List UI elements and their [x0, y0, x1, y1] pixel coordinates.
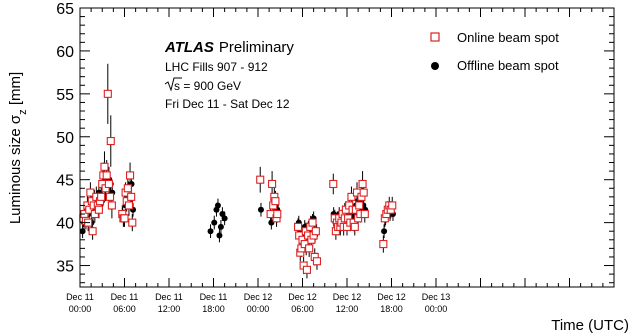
legend-online-label: Online beam spot — [457, 30, 559, 45]
x-tick-label-date: Dec 12 — [288, 292, 317, 302]
online-point — [302, 265, 312, 274]
online-point — [124, 201, 133, 210]
online-point — [350, 222, 359, 231]
online-point — [358, 179, 367, 189]
online-point — [273, 209, 282, 219]
online-point — [359, 188, 368, 197]
x-tick-label-date: Dec 11 — [111, 292, 139, 302]
online-point — [293, 222, 303, 231]
x-tick-label-date: Dec 12 — [244, 292, 273, 302]
y-tick-label: 50 — [56, 130, 74, 147]
online-point — [300, 240, 309, 249]
online-point — [379, 240, 388, 249]
offline-point — [207, 228, 214, 235]
dates-text: Fri Dec 11 - Sat Dec 12 — [165, 97, 290, 111]
online-markers — [79, 89, 397, 274]
online-point — [120, 214, 129, 223]
online-point — [271, 197, 280, 206]
x-tick-label-date: Dec 12 — [377, 292, 406, 302]
x-tick-label-date: Dec 11 — [155, 292, 183, 302]
online-point — [268, 179, 277, 189]
online-point — [123, 184, 132, 193]
y-tick-label: 35 — [56, 259, 74, 276]
x-tick-label-date: Dec 11 — [200, 292, 228, 302]
x-tick-label-time: 18:00 — [202, 304, 225, 314]
offline-point — [216, 232, 223, 239]
online-point — [97, 192, 106, 201]
legend-offline-marker — [431, 62, 439, 70]
fills-text: LHC Fills 907 - 912 — [165, 60, 268, 74]
online-point — [305, 244, 314, 253]
online-point — [128, 218, 137, 227]
online-point — [106, 137, 115, 146]
offline-point — [217, 223, 224, 230]
atlas-label: ATLAS Preliminary — [164, 39, 294, 56]
sqrt-icon — [164, 77, 182, 92]
online-point — [312, 257, 322, 266]
online-point — [103, 89, 112, 98]
offline-point — [381, 228, 388, 235]
offline-point — [257, 206, 264, 213]
offline-point — [211, 219, 218, 226]
online-point — [85, 205, 94, 214]
x-axis-label: Time (UTC) — [551, 317, 629, 334]
offline-point — [214, 202, 221, 209]
x-tick-label-time: 06:00 — [113, 304, 136, 314]
svg-text:s = 900 GeV: s = 900 GeV — [174, 79, 241, 93]
y-tick-label: 45 — [56, 173, 74, 190]
online-point — [347, 192, 356, 201]
online-point — [311, 227, 320, 236]
x-axis-ticks: Dec 11 00:00 Dec 11 06:00 Dec 11 12:00 Dec 11 1… — [66, 8, 615, 314]
online-point — [126, 171, 135, 180]
online-point — [105, 192, 115, 201]
y-tick-label: 60 — [56, 44, 74, 61]
legend: Online beam spot Offline beam spot — [430, 30, 559, 73]
online-point — [308, 218, 317, 227]
y-tick-label: 40 — [56, 216, 74, 233]
online-point — [104, 179, 113, 189]
online-point — [107, 201, 116, 210]
y-axis-label: Luminous size σz [mm] — [7, 72, 29, 224]
online-point — [100, 162, 109, 171]
x-tick-label-date: Dec 13 — [422, 292, 451, 302]
online-point — [388, 201, 397, 210]
online-point — [94, 205, 103, 214]
x-tick-label-time: 12:00 — [158, 304, 181, 314]
annotation-block: ATLAS Preliminary LHC Fills 907 - 912 s =… — [164, 39, 294, 111]
x-tick-label-time: 06:00 — [291, 304, 314, 314]
x-tick-label-time: 00:00 — [69, 304, 92, 314]
online-point — [256, 175, 265, 184]
legend-online-marker — [430, 32, 440, 42]
online-point — [86, 188, 95, 197]
x-tick-label-date: Dec 11 — [66, 292, 94, 302]
online-point — [355, 201, 364, 210]
y-tick-label: 55 — [56, 87, 74, 104]
y-tick-label: 65 — [56, 1, 74, 18]
online-point — [127, 192, 136, 201]
x-tick-label-time: 00:00 — [247, 304, 270, 314]
y-axis-ticks: 35 40 45 50 55 60 65 — [56, 1, 614, 284]
online-point — [329, 179, 338, 189]
legend-offline-label: Offline beam spot — [457, 58, 559, 73]
online-point — [90, 209, 99, 219]
offline-point — [221, 215, 228, 222]
online-point — [102, 171, 111, 180]
online-point — [360, 209, 369, 219]
x-tick-label-time: 18:00 — [380, 304, 403, 314]
x-tick-label-date: Dec 12 — [333, 292, 362, 302]
online-point — [88, 227, 97, 236]
x-tick-label-time: 00:00 — [425, 304, 448, 314]
x-tick-label-time: 12:00 — [336, 304, 359, 314]
energy-text: s = 900 GeV — [164, 77, 241, 93]
